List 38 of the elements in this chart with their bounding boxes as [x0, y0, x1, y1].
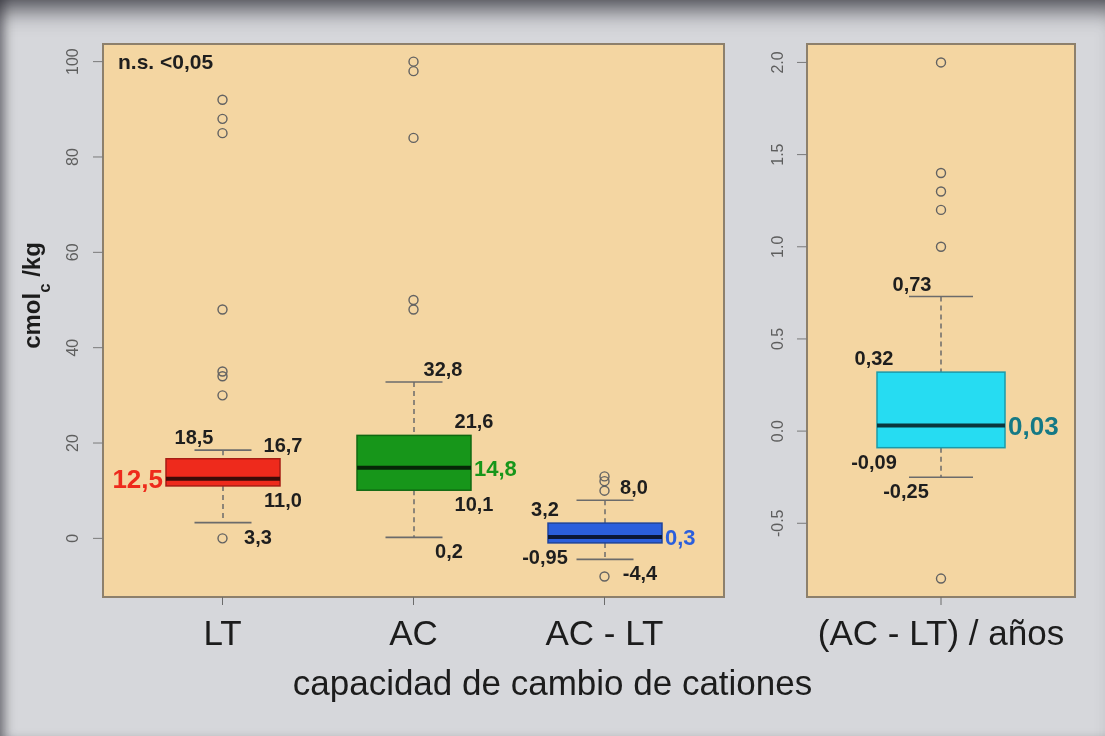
annotation: 3,3 [244, 525, 272, 548]
annotation: 18,5 [174, 426, 214, 449]
y-tick-label: 0.5 [769, 327, 786, 351]
x-tick-label: AC - LT [545, 612, 664, 652]
annotation: 0,3 [665, 524, 696, 550]
y-tick-label: 60 [64, 243, 81, 262]
y-tick-label: 0 [64, 533, 81, 543]
x-tick-label: (AC - LT) / años [817, 612, 1065, 652]
x-tick-label: LT [203, 612, 242, 652]
annotation: 10,1 [454, 493, 494, 516]
annotation: -4,4 [622, 562, 659, 585]
x-axis-title: capacidad de cambio de cationes [292, 663, 813, 702]
annotation: -0,95 [522, 545, 568, 568]
y-tick-label: 40 [64, 338, 81, 357]
annotation: 3,2 [531, 498, 559, 521]
y-tick-label: 1.0 [769, 235, 786, 258]
y-tick-label: 2.0 [769, 51, 786, 74]
annotation: n.s. <0,05 [118, 50, 214, 74]
annotation: 0,2 [435, 540, 463, 563]
annotation: 12,5 [112, 464, 163, 495]
y-tick-label: 20 [64, 434, 81, 452]
y-tick-label: 80 [64, 147, 81, 166]
annotation: 8,0 [620, 476, 648, 499]
annotation: 0,03 [1008, 410, 1059, 441]
y-tick-label: -0.5 [769, 509, 786, 538]
y-tick-label: 100 [64, 48, 81, 75]
y-tick-label: 1.5 [769, 143, 786, 166]
annotation: 0,32 [854, 347, 894, 370]
annotation: 32,8 [423, 358, 463, 380]
annotation: -0,25 [883, 480, 929, 503]
annotation: 11,0 [264, 488, 302, 511]
annotation: 21,6 [454, 410, 494, 433]
x-tick-label: AC [389, 612, 438, 652]
annotation: 0,73 [892, 272, 932, 295]
annotation: 14,8 [474, 455, 517, 481]
y-tick-label: 0.0 [769, 419, 786, 443]
annotation: -0,09 [851, 450, 897, 473]
annotation: 16,7 [263, 433, 303, 456]
